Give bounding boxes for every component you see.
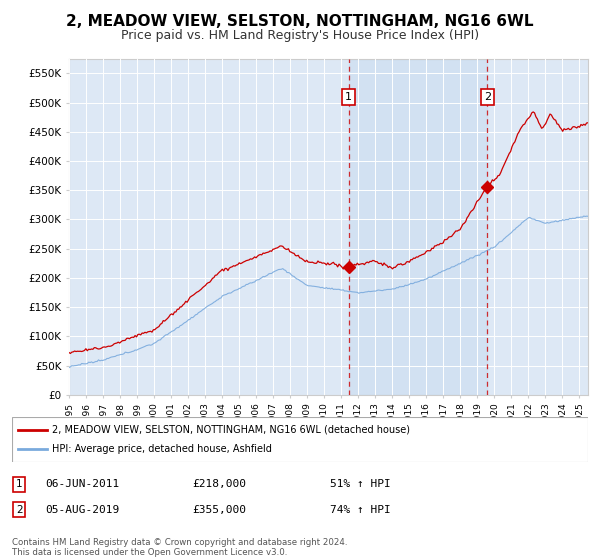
Text: 1: 1 xyxy=(345,92,352,102)
Text: 1: 1 xyxy=(16,479,23,489)
Text: £218,000: £218,000 xyxy=(192,479,246,489)
Text: 51% ↑ HPI: 51% ↑ HPI xyxy=(330,479,391,489)
Text: £355,000: £355,000 xyxy=(192,505,246,515)
Text: HPI: Average price, detached house, Ashfield: HPI: Average price, detached house, Ashf… xyxy=(52,445,272,455)
Bar xyxy=(349,59,487,395)
Text: 2, MEADOW VIEW, SELSTON, NOTTINGHAM, NG16 6WL (detached house): 2, MEADOW VIEW, SELSTON, NOTTINGHAM, NG1… xyxy=(52,424,410,435)
Text: 74% ↑ HPI: 74% ↑ HPI xyxy=(330,505,391,515)
Text: 2: 2 xyxy=(484,92,491,102)
Text: 06-JUN-2011: 06-JUN-2011 xyxy=(45,479,119,489)
Text: 2, MEADOW VIEW, SELSTON, NOTTINGHAM, NG16 6WL: 2, MEADOW VIEW, SELSTON, NOTTINGHAM, NG1… xyxy=(66,14,534,29)
Text: 2: 2 xyxy=(16,505,23,515)
Text: Contains HM Land Registry data © Crown copyright and database right 2024.
This d: Contains HM Land Registry data © Crown c… xyxy=(12,538,347,557)
Text: 05-AUG-2019: 05-AUG-2019 xyxy=(45,505,119,515)
FancyBboxPatch shape xyxy=(12,417,588,462)
Text: Price paid vs. HM Land Registry's House Price Index (HPI): Price paid vs. HM Land Registry's House … xyxy=(121,29,479,42)
